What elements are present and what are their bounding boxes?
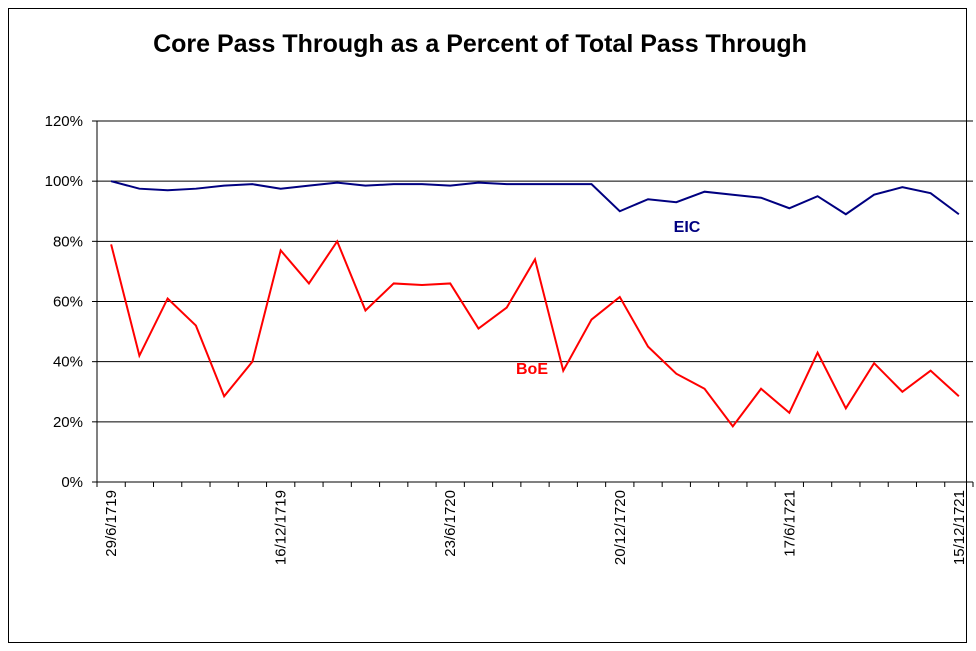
y-tick-label: 60% <box>53 294 83 311</box>
series-line <box>110 239 960 429</box>
x-tick-label: 20/12/1720 <box>612 490 629 565</box>
x-tick-label: 23/6/1720 <box>442 490 459 557</box>
series-label: EIC <box>674 219 701 236</box>
y-tick-label: 100% <box>45 173 83 190</box>
y-tick-label: 40% <box>53 354 83 371</box>
x-tick-label: 17/6/1721 <box>781 490 798 557</box>
y-tick-label: 80% <box>53 233 83 250</box>
series-line <box>110 180 960 216</box>
y-tick-label: 120% <box>45 113 83 130</box>
y-tick-label: 0% <box>61 474 83 491</box>
x-tick-label: 29/6/1719 <box>103 490 120 557</box>
y-tick-label: 20% <box>53 414 83 431</box>
x-tick-label: 15/12/1721 <box>951 490 968 565</box>
chart-title: Core Pass Through as a Percent of Total … <box>153 30 807 58</box>
x-tick-label: 16/12/1719 <box>273 490 290 565</box>
chart-border <box>8 8 967 643</box>
series-label: BoE <box>516 361 548 378</box>
